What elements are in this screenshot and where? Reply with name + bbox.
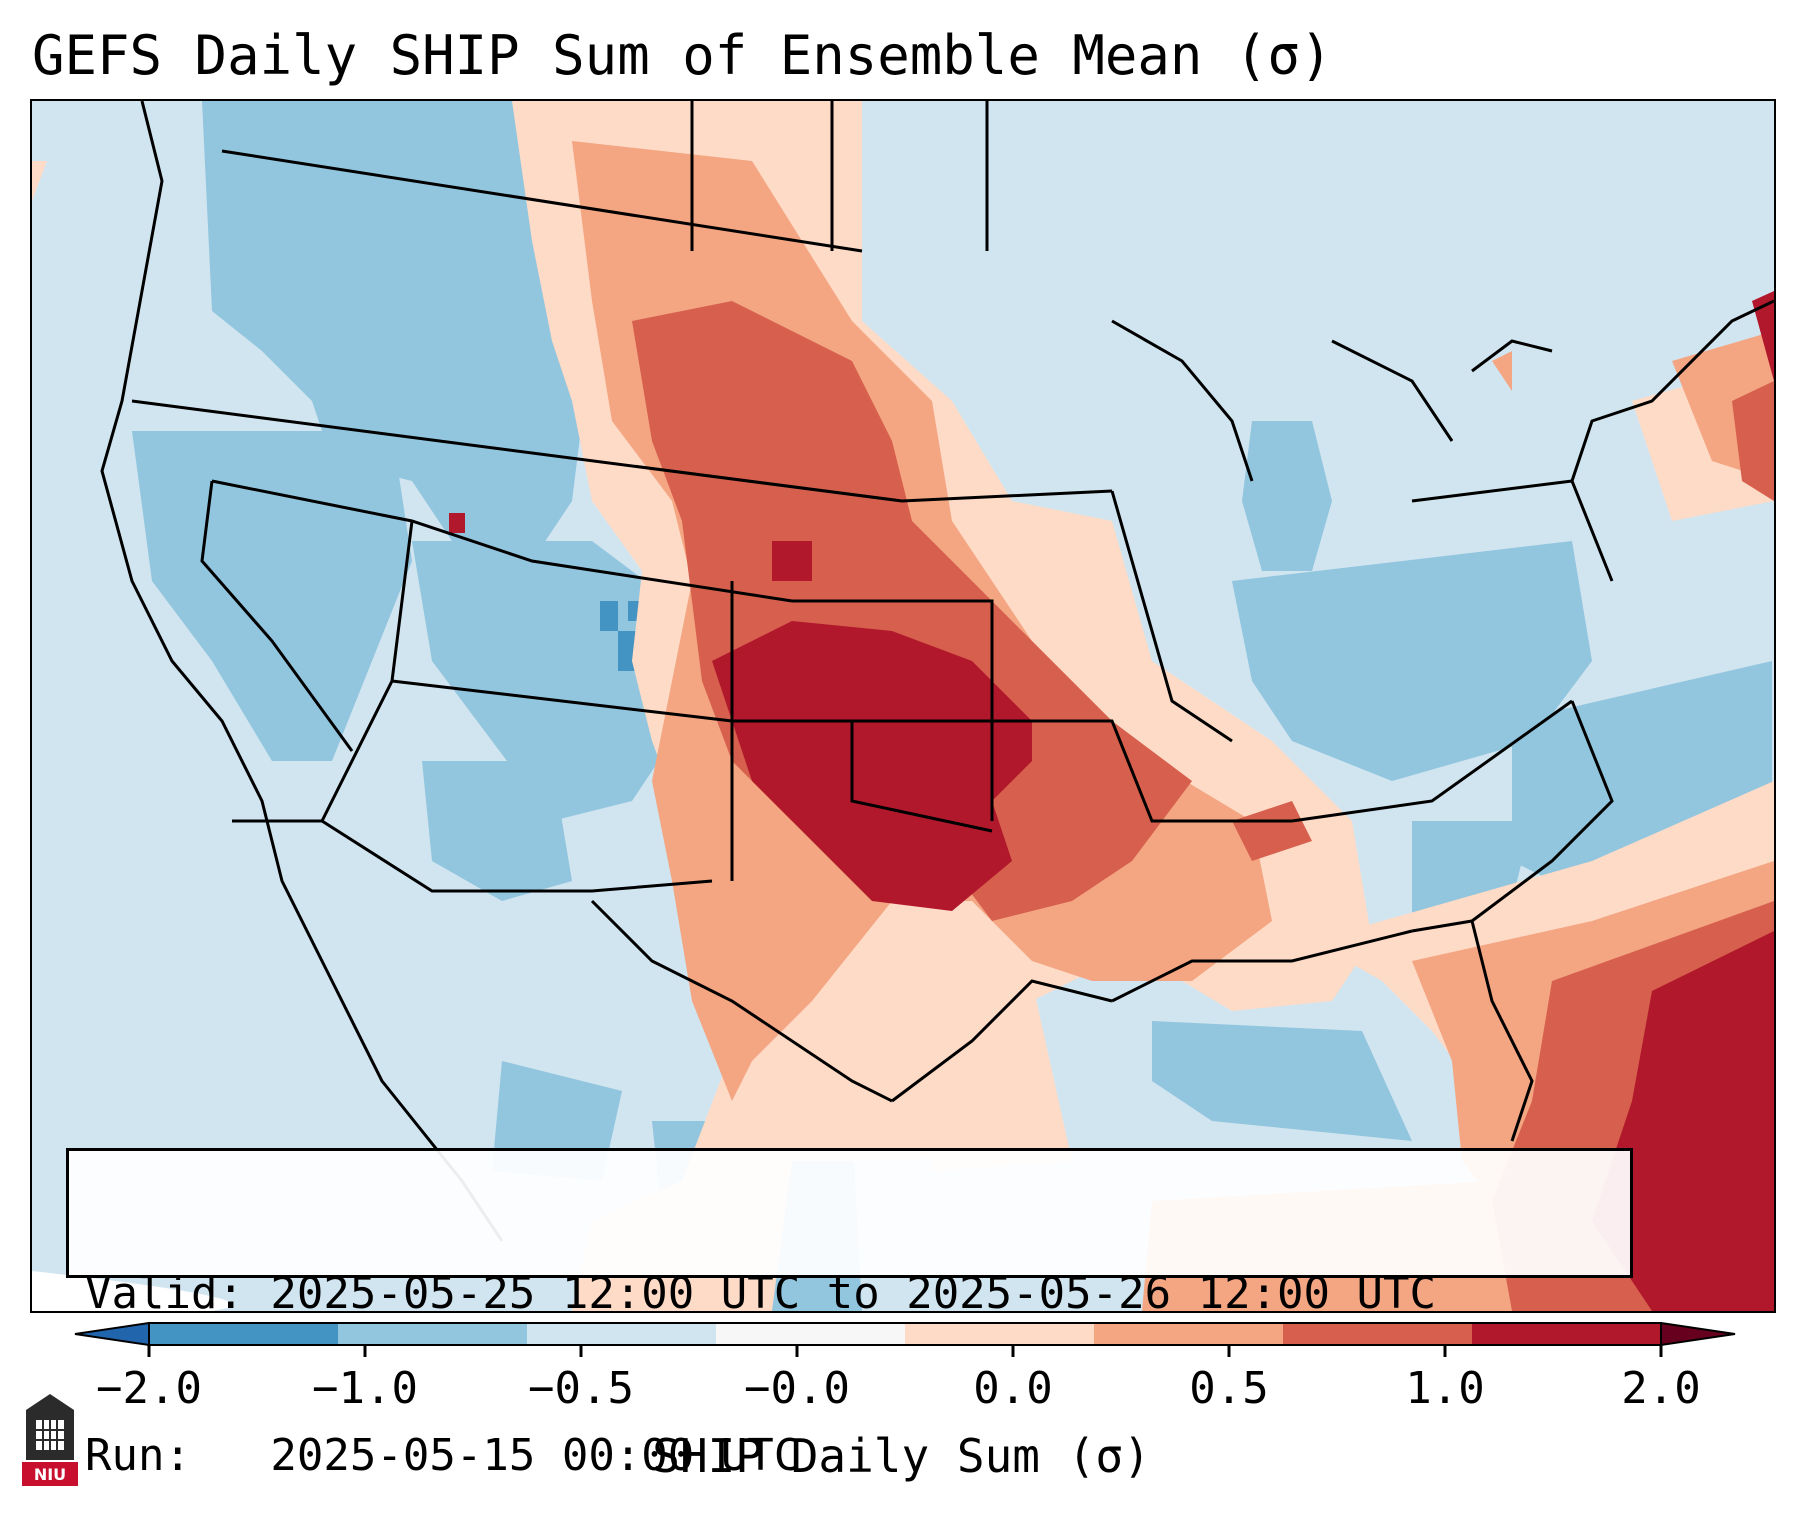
colorbar-tick-label: −2.0 (96, 1363, 202, 1414)
west-coast-line (100, 101, 504, 1242)
lake-ontario-line (1471, 339, 1553, 373)
border-north-tier (131, 399, 1113, 503)
colorbar-outline (148, 1322, 1662, 1346)
logo-text: NIU (34, 1465, 66, 1484)
border-nevada-west (200, 480, 354, 752)
colorbar-tick-label: −0.0 (744, 1363, 850, 1414)
colorbar-segment (338, 1323, 528, 1345)
border-missouri (992, 719, 1292, 823)
patch-michigan (1242, 421, 1332, 571)
colorbar (74, 1321, 1736, 1357)
border-nevada-utah (211, 479, 793, 603)
colorbar-tick-label: −1.0 (312, 1363, 418, 1414)
patch-arizona (422, 761, 572, 901)
patch-nebraska-spot (772, 541, 812, 581)
northeast-line (1570, 299, 1774, 482)
rio-grande-line (590, 899, 893, 1103)
texas-coast-line (891, 979, 1113, 1103)
colorbar-ticks (147, 1345, 1663, 1357)
patch-nova-scotia (1752, 291, 1774, 381)
colorbar-segment (149, 1323, 339, 1345)
patch-canada-east (1322, 101, 1774, 181)
colorbar-segment (1283, 1323, 1473, 1345)
colorbar-segment (716, 1323, 906, 1345)
lake-huron-line (1331, 339, 1454, 442)
colorbar-tick-label: 0.0 (973, 1363, 1053, 1414)
colorbar-tick-label: 0.5 (1189, 1363, 1269, 1414)
atlantic-coast-line (1471, 700, 1614, 923)
patch-utah-spot (449, 513, 465, 533)
colorbar-segment (905, 1323, 1095, 1345)
max-positive-patches (449, 291, 1774, 1311)
patch-oklahoma-core (712, 621, 1032, 911)
border-oklahoma (732, 719, 993, 833)
patch-texas-coast (902, 981, 1072, 1171)
patch-atlantic-max (1592, 931, 1774, 1311)
niu-logo: NIU (22, 1394, 78, 1486)
border-mexico-arizona (232, 819, 713, 893)
patch-maine-coast (1732, 381, 1774, 501)
florida-line (1411, 919, 1534, 1142)
map-title: GEFS Daily SHIP Sum of Ensemble Mean (σ) (32, 24, 1333, 87)
patch-gulf-east (1152, 1021, 1412, 1141)
great-lakes-line (1111, 319, 1254, 482)
colorbar-label: SHIP Daily Sum (σ) (652, 1429, 1151, 1483)
map-panel (30, 99, 1776, 1313)
patch-ontario (1492, 351, 1512, 391)
colorbar-segment (1094, 1323, 1284, 1345)
domain-edge-southwest (32, 1271, 232, 1311)
ship-field-map (32, 101, 1774, 1311)
field-patch-nw-edge (32, 161, 47, 201)
border-kansas (792, 599, 994, 821)
colorbar-over-arrow (1660, 1321, 1736, 1347)
colorbar-tick-label: 1.0 (1405, 1363, 1485, 1414)
valid-run-info-box: Valid: 2025-05-25 12:00 UTC to 2025-05-2… (66, 1148, 1633, 1481)
patch-tennessee (1232, 801, 1312, 861)
colorbar-segment (527, 1323, 717, 1345)
boundary-lines (100, 101, 1774, 1242)
border-illinois (1110, 490, 1233, 743)
canada-border-west (221, 149, 863, 253)
colorbar-under-arrow (74, 1321, 150, 1347)
patch-ohio-valley (1232, 541, 1592, 781)
colorbar-segments (149, 1323, 1662, 1345)
border-tennessee-nc (1291, 699, 1573, 823)
colorbar-segment (1472, 1323, 1662, 1345)
patch-northwest (202, 101, 592, 561)
gulf-coast-line (1111, 929, 1413, 1003)
colorbar-tick-label: 2.0 (1621, 1363, 1701, 1414)
colorbar-tick-label: −0.5 (528, 1363, 634, 1414)
valid-time-text: Valid: 2025-05-25 12:00 UTC to 2025-05-2… (85, 1268, 1437, 1319)
patch-nevada (132, 431, 412, 761)
run-time-text: Run: 2025-05-15 00:00 UTC (85, 1430, 801, 1481)
